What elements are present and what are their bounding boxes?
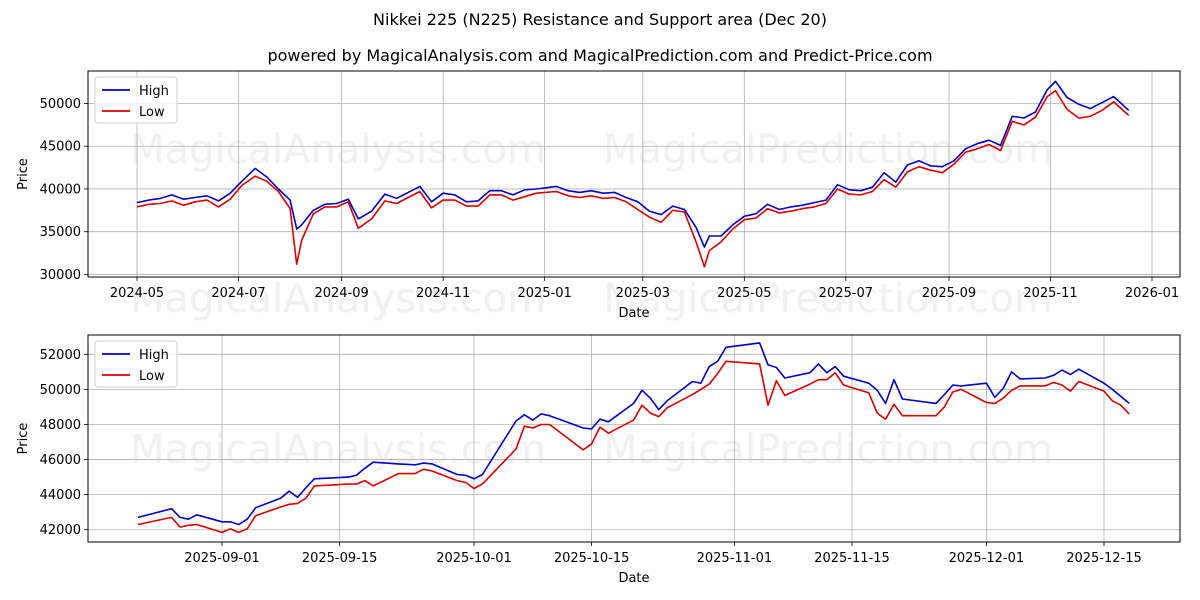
- x-tick-label: 2025-12-01: [949, 551, 1025, 566]
- series-line-high: [136, 80, 1130, 248]
- chart-subtitle: powered by MagicalAnalysis.com and Magic…: [267, 46, 933, 65]
- y-tick-label: 52000: [40, 348, 81, 363]
- x-tick-label: 2025-07: [819, 286, 873, 301]
- y-tick-label: 30000: [40, 268, 81, 283]
- x-tick-label: 2024-05: [110, 286, 164, 301]
- y-tick-label: 42000: [40, 523, 81, 538]
- plot-frame: [87, 334, 1181, 543]
- x-tick-label: 2025-11-01: [697, 551, 773, 566]
- x-tick-label: 2025-09-15: [302, 551, 378, 566]
- x-axis-label: Date: [618, 306, 649, 321]
- watermark-text: MagicalAnalysis.com: [130, 427, 546, 473]
- legend: High Low: [94, 76, 178, 124]
- x-tick-label: 2025-10-15: [554, 551, 630, 566]
- grid-lines: [88, 335, 1180, 542]
- y-tick-label: 48000: [40, 418, 81, 433]
- legend-label-low: Low: [139, 369, 165, 384]
- y-tick-label: 50000: [40, 97, 81, 112]
- legend-label-low: Low: [139, 105, 165, 120]
- legend-label-high: High: [139, 84, 169, 99]
- x-tick-label: 2024-09: [314, 286, 368, 301]
- watermark-text: MagicalPrediction.com: [603, 427, 1053, 473]
- chart-title: Nikkei 225 (N225) Resistance and Support…: [373, 10, 827, 29]
- x-tick-label: 2025-10-01: [436, 551, 512, 566]
- series-line-low: [136, 89, 1130, 268]
- watermark-text: MagicalAnalysis.com: [130, 127, 546, 173]
- watermark-text: MagicalAnalysis.com: [130, 276, 546, 322]
- y-tick-label: 50000: [40, 383, 81, 398]
- watermark-text: MagicalPrediction.com: [603, 127, 1053, 173]
- watermark-text: MagicalPrediction.com: [603, 276, 1053, 322]
- x-tick-label: 2024-07: [211, 286, 265, 301]
- x-tick-label: 2025-12-15: [1066, 551, 1142, 566]
- y-tick-label: 40000: [40, 182, 81, 197]
- x-tick-label: 2025-09: [922, 286, 976, 301]
- y-tick-label: 46000: [40, 453, 81, 468]
- x-axis-label: Date: [618, 571, 649, 586]
- series-line-low: [137, 360, 1130, 534]
- x-tick-label: 2025-05: [717, 286, 771, 301]
- y-axis-label: Price: [16, 158, 31, 190]
- x-tick-label: 2024-11: [416, 286, 470, 301]
- plot-frame: [87, 70, 1181, 278]
- legend: High Low: [94, 340, 178, 388]
- series-line-high: [137, 342, 1130, 526]
- x-tick-label: 2026-01: [1125, 286, 1179, 301]
- x-tick-label: 2025-11: [1023, 286, 1077, 301]
- x-tick-label: 2025-03: [616, 286, 670, 301]
- x-tick-label: 2025-01: [517, 286, 571, 301]
- grid-lines: [88, 71, 1180, 277]
- y-tick-label: 44000: [40, 488, 81, 503]
- y-tick-label: 45000: [40, 140, 81, 155]
- top-price-chart: MagicalAnalysis.com MagicalPrediction.com…: [16, 70, 1181, 322]
- legend-label-high: High: [139, 348, 169, 363]
- x-tick-label: 2025-09-01: [184, 551, 260, 566]
- y-tick-label: 35000: [40, 225, 81, 240]
- x-tick-label: 2025-11-15: [814, 551, 890, 566]
- y-axis-label: Price: [16, 423, 31, 455]
- bottom-price-chart: MagicalAnalysis.com MagicalPrediction.com…: [16, 334, 1181, 586]
